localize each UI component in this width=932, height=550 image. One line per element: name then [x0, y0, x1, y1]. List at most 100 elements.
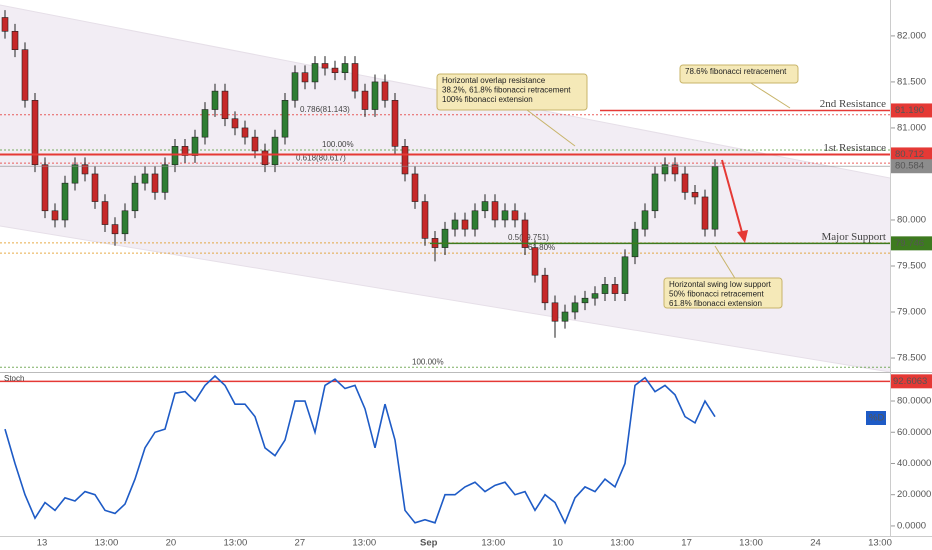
- candle-body: [441, 228, 449, 248]
- candle-body: [141, 173, 149, 184]
- candle-body: [661, 164, 669, 175]
- candle-body: [471, 210, 479, 230]
- candle-body: [381, 81, 389, 101]
- candle-body: [281, 100, 289, 138]
- y-tick-label: 82.000: [897, 30, 926, 41]
- candle-body: [1, 17, 9, 32]
- x-tick-label: 27: [295, 538, 306, 549]
- level-tag: [891, 236, 932, 251]
- x-tick-label: 24: [810, 538, 821, 549]
- callout-box: [663, 277, 783, 309]
- candle-body: [91, 173, 99, 202]
- candle-body: [611, 284, 619, 294]
- stoch-tick-label: 0.0000: [897, 520, 926, 531]
- candle-body: [221, 90, 229, 120]
- y-tick-label: 79.500: [897, 261, 926, 272]
- candle-body: [531, 247, 539, 276]
- level-tag-label: 81.190: [895, 105, 924, 116]
- callout-text: 61.8% fibonacci extension: [669, 299, 762, 308]
- candle-body: [311, 63, 319, 83]
- candle-body: [561, 311, 569, 322]
- candle-body: [491, 201, 499, 221]
- candle-body: [391, 100, 399, 147]
- candle-body: [211, 90, 219, 110]
- candle-body: [711, 166, 719, 230]
- fib-label: 100.00%: [322, 140, 354, 149]
- level-tag-label: 79.746: [895, 238, 924, 249]
- candle-body: [351, 63, 359, 92]
- x-tick-label: 17: [681, 538, 692, 549]
- candle-body: [51, 210, 59, 221]
- callout-text: 78.6% fibonacci retracement: [685, 67, 787, 76]
- legend-label: %D: [869, 413, 884, 424]
- candle-body: [111, 224, 119, 235]
- x-tick-label: 13:00: [95, 538, 119, 549]
- x-tick-label: Sep: [420, 538, 438, 549]
- candle-body: [571, 302, 579, 313]
- x-tick-label: 20: [166, 538, 177, 549]
- candle-body: [131, 182, 139, 212]
- candle-body: [511, 210, 519, 221]
- legend-tag: [866, 411, 886, 425]
- x-tick-label: 13:00: [610, 538, 634, 549]
- candle-body: [581, 297, 589, 304]
- x-tick-label: 13:00: [868, 538, 892, 549]
- candle-body: [671, 164, 679, 175]
- stoch-tick-label: 60.0000: [897, 427, 931, 438]
- callout-text: Horizontal swing low support: [669, 280, 772, 289]
- candle-body: [421, 201, 429, 239]
- y-tick-label: 81.500: [897, 76, 926, 87]
- callout-line: [526, 109, 576, 147]
- arrow-head: [737, 230, 748, 243]
- candle-body: [71, 164, 79, 184]
- candle-body: [641, 210, 649, 230]
- last-price-tag: [891, 159, 932, 174]
- candle-body: [371, 81, 379, 110]
- callout-box: [436, 73, 588, 111]
- candle-body: [681, 173, 689, 193]
- candle-body: [191, 136, 199, 156]
- candle-body: [241, 127, 249, 138]
- candle-body: [171, 146, 179, 166]
- callout-line: [714, 245, 736, 279]
- candle-body: [361, 90, 369, 110]
- candle-body: [81, 164, 89, 175]
- candle-body: [401, 146, 409, 175]
- callout-text: 50% fibonacci retracement: [669, 290, 764, 299]
- x-tick-label: 13:00: [739, 538, 763, 549]
- stoch-title: Stoch: [4, 374, 24, 383]
- candle-body: [11, 30, 19, 51]
- callout-box: [679, 64, 799, 84]
- candle-body: [181, 146, 189, 156]
- candle-body: [261, 150, 269, 166]
- x-tick-label: 10: [552, 538, 563, 549]
- candle-body: [151, 173, 159, 193]
- candle-body: [201, 109, 209, 138]
- candle-body: [101, 201, 109, 225]
- candle-body: [541, 274, 549, 304]
- candle-body: [551, 302, 559, 322]
- candle-body: [521, 219, 529, 248]
- x-tick-label: 13:00: [481, 538, 505, 549]
- fib-label: 0.5(79.751): [508, 233, 549, 242]
- stoch-level-tag: [891, 374, 932, 389]
- level-name: 1st Resistance: [823, 142, 886, 154]
- candle-body: [271, 136, 279, 166]
- plot: 78.500 79.000 79.500 80.000 81.000 81.500 82.0…: [0, 10, 932, 549]
- y-tick-label: 79.000: [897, 307, 926, 318]
- stoch-tick-label: 20.0000: [897, 489, 931, 500]
- arrow: [721, 159, 744, 237]
- candle-body: [461, 219, 469, 230]
- level-name: Major Support: [822, 231, 886, 243]
- callout-line: [750, 82, 791, 109]
- y-tick-label: 78.500: [897, 353, 926, 364]
- candle-body: [161, 164, 169, 193]
- stoch-tick-label: 80.0000: [897, 396, 931, 407]
- y-tick-label: 80.000: [897, 214, 926, 225]
- candle-body: [121, 210, 129, 235]
- stoch-line: [4, 374, 716, 525]
- fib-label: 0.786(81.143): [300, 105, 350, 114]
- callout-text: 38.2%, 61.8% fibonacci retracement: [442, 86, 571, 95]
- candle-body: [341, 63, 349, 74]
